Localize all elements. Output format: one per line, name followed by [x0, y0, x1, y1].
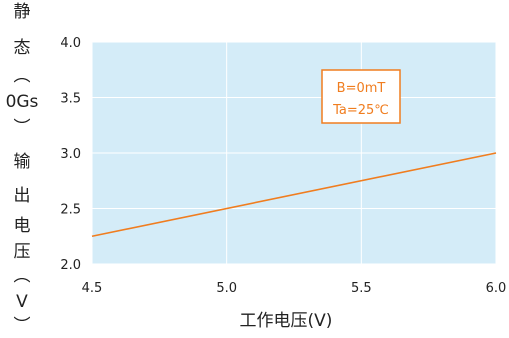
y-axis-label-char-2: ︵ — [13, 66, 31, 86]
x-tick-label-1: 5.0 — [216, 281, 237, 296]
y-axis-label-char-3: 0Gs — [5, 92, 39, 112]
y-axis-label-char-4: ︶ — [13, 118, 31, 138]
x-tick-label-0: 4.5 — [82, 281, 103, 296]
y-axis-label-char-0: 静 — [13, 2, 31, 22]
y-axis-label-char-7: 电 — [13, 216, 31, 236]
y-tick-label-0: 2.0 — [60, 258, 81, 273]
y-tick-label-4: 4.0 — [60, 36, 81, 51]
y-axis-label-char-5: 输 — [13, 152, 31, 172]
y-tick-label-1: 2.5 — [60, 203, 81, 218]
y-axis-label-char-10: V — [16, 292, 28, 312]
series-line-0 — [91, 152, 497, 238]
annotation-box: B=0mT Ta=25℃ — [321, 69, 401, 124]
y-tick-label-3: 3.5 — [60, 92, 81, 107]
y-tick-labels: 2.0 2.5 3.0 3.5 4.0 — [60, 36, 81, 273]
y-axis-label-char-8: 压 — [13, 242, 31, 262]
y-tick-label-2: 3.0 — [60, 147, 81, 162]
annotation-border — [321, 69, 401, 124]
grid — [91, 41, 497, 265]
series-layer — [91, 152, 497, 238]
y-axis-label-char-1: 态 — [13, 38, 31, 58]
y-axis-label-char-6: 出 — [13, 186, 31, 206]
x-tick-label-2: 5.5 — [351, 281, 372, 296]
annotation-line-2: Ta=25℃ — [332, 103, 389, 118]
x-axis-label: 工作电压(V) — [240, 311, 333, 331]
annotation-line-1: B=0mT — [337, 81, 386, 96]
x-tick-labels: 4.5 5.0 5.5 6.0 — [82, 281, 507, 296]
x-tick-label-3: 6.0 — [486, 281, 507, 296]
y-axis-label-char-9: ︵ — [13, 266, 31, 286]
y-axis-label-char-11: ︶ — [13, 316, 31, 336]
y-axis-label: 静态 ︵ 0Gs ︶ 输出电压 ︵ V ︶ — [0, 0, 44, 338]
